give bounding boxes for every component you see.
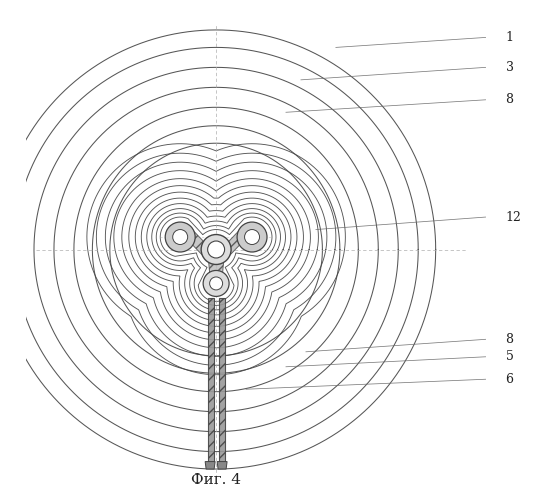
Circle shape bbox=[203, 270, 229, 296]
Text: 3: 3 bbox=[506, 61, 513, 74]
Polygon shape bbox=[209, 261, 224, 273]
Circle shape bbox=[237, 222, 267, 252]
Text: Фиг. 4: Фиг. 4 bbox=[191, 473, 241, 487]
Text: 5: 5 bbox=[506, 350, 513, 363]
Polygon shape bbox=[205, 462, 215, 469]
Polygon shape bbox=[228, 230, 240, 257]
Polygon shape bbox=[192, 230, 204, 257]
Polygon shape bbox=[219, 298, 225, 462]
Circle shape bbox=[210, 277, 222, 290]
Circle shape bbox=[208, 241, 225, 258]
Polygon shape bbox=[217, 462, 227, 469]
Circle shape bbox=[201, 235, 231, 264]
Text: 6: 6 bbox=[506, 373, 513, 386]
Text: 8: 8 bbox=[506, 93, 513, 106]
Text: 1: 1 bbox=[506, 31, 513, 44]
Polygon shape bbox=[208, 298, 214, 462]
Circle shape bbox=[173, 230, 188, 245]
Text: 8: 8 bbox=[506, 333, 513, 346]
Circle shape bbox=[245, 230, 259, 245]
Circle shape bbox=[165, 222, 195, 252]
Text: 12: 12 bbox=[506, 211, 522, 224]
